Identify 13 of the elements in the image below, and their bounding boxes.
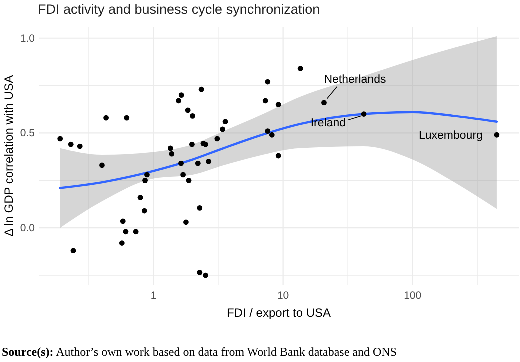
x-tick-label: 10	[277, 290, 290, 302]
y-tick-label: 0.5	[20, 128, 36, 140]
y-tick-label: 0.0	[20, 222, 36, 235]
x-tick-label: 1	[150, 290, 157, 302]
annotation: Netherlands	[324, 74, 386, 86]
annotation: Luxembourg	[419, 130, 483, 142]
x-tick-label: 100	[404, 290, 422, 302]
source-note: Source(s): Author’s own work based on data from World Bank database and ONS	[2, 345, 397, 359]
x-axis-title: FDI / export to USA	[226, 306, 332, 320]
y-tick-label: 1.0	[20, 32, 36, 45]
y-axis-title: Δ ln GDP correlation with USA	[2, 75, 16, 237]
chart-title: FDI activity and business cycle synchronization	[38, 2, 320, 17]
annotation: Ireland	[310, 117, 346, 130]
